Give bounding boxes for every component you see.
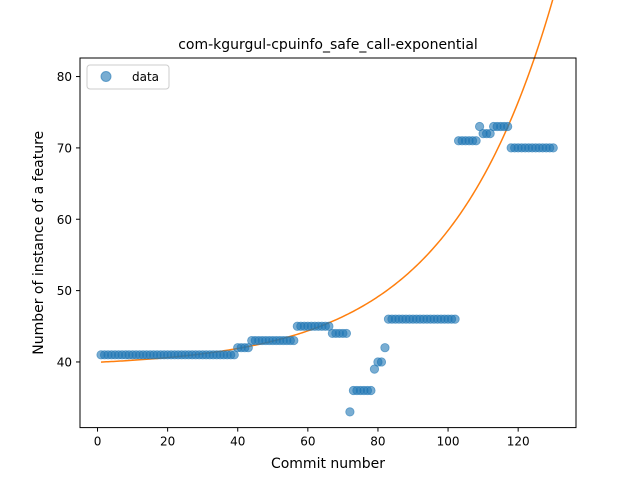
legend-box [86,64,170,90]
y-tick-label: 80 [57,70,72,84]
legend-marker-data [100,71,112,82]
x-tick-label: 40 [230,435,245,449]
x-axis-label: Commit number [271,456,385,472]
legend: data [86,64,170,90]
y-tick-label: 40 [57,355,72,369]
y-tick-label: 50 [57,284,72,298]
data-point [471,136,481,146]
data-point [450,314,460,324]
axis-ticks: 0 20 40 60 80 100 120 40 50 60 70 80 [57,70,530,449]
x-tick-label: 20 [160,435,175,449]
x-tick-label: 80 [370,435,385,449]
data-point [380,343,390,353]
y-axis-label: Number of instance of a feature [31,131,47,355]
data-point [503,121,513,132]
data-point [376,357,387,367]
x-tick-label: 120 [507,435,530,449]
x-tick-label: 60 [300,435,315,449]
axes-frame [79,57,577,429]
x-tick-label: 0 [94,435,102,449]
data-point [341,328,351,339]
plot-area [96,0,558,417]
data-point [366,385,376,396]
data-point [548,143,558,153]
y-tick-label: 60 [57,213,72,227]
chart-title: com-kgurgul-cpuinfo_safe_call-exponentia… [178,37,478,53]
y-tick-label: 70 [57,141,72,155]
legend-label-data: data [132,70,159,84]
x-tick-label: 100 [437,435,460,449]
data-point [289,335,299,346]
data-point [345,407,355,417]
